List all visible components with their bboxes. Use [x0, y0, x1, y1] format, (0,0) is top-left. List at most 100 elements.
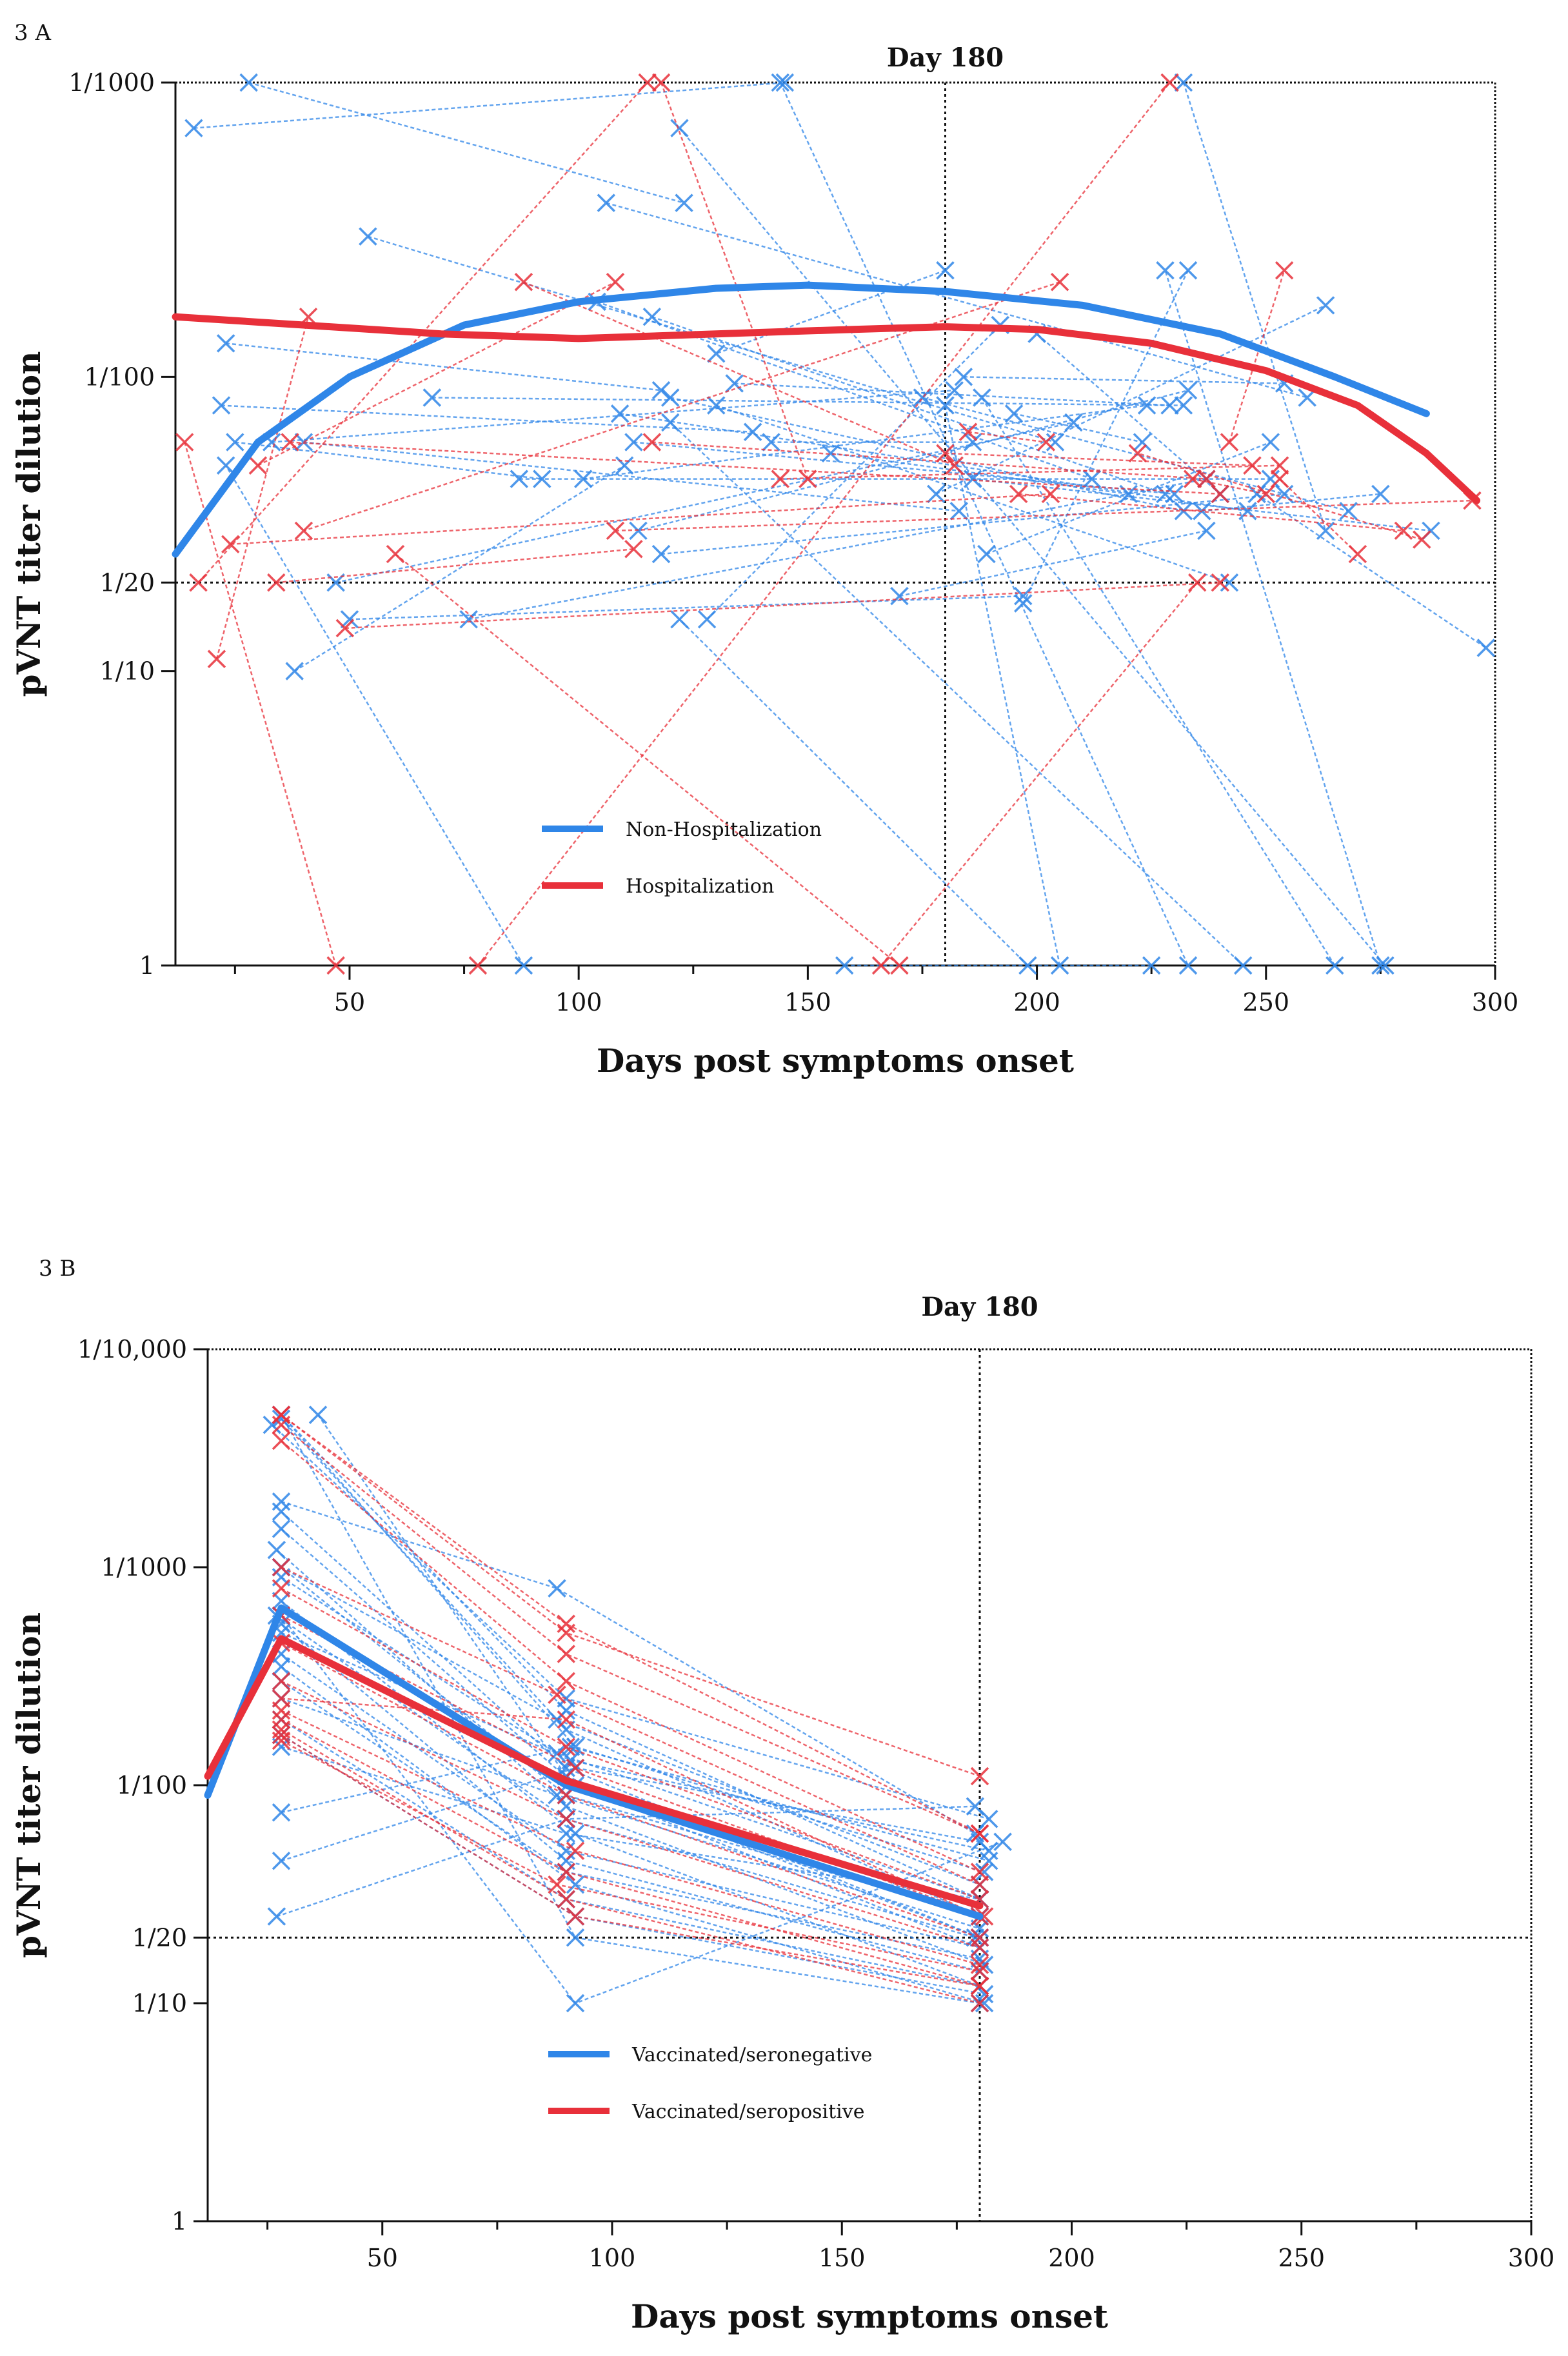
data-point-marker: [775, 73, 795, 92]
day-180-ref-label: Day 180: [921, 1292, 1038, 1322]
data-point-marker: [557, 1890, 575, 1908]
trend-line-red: [172, 313, 1481, 504]
y-tick-label: 1/20: [132, 1923, 187, 1952]
data-point-marker: [651, 544, 671, 564]
data-point-marker: [1325, 956, 1344, 975]
data-point-marker: [557, 1645, 575, 1663]
data-point-marker: [1261, 433, 1280, 451]
individual-trajectory-line: [230, 493, 1051, 546]
x-tick-label: 100: [589, 2244, 636, 2272]
data-point-marker: [272, 1558, 291, 1577]
data-point-marker: [1339, 502, 1358, 520]
data-point-marker: [1247, 484, 1266, 504]
y-tick-label: 1/1000: [101, 1553, 187, 1581]
individual-trajectory-line: [368, 235, 1056, 443]
data-point-marker: [1183, 470, 1202, 488]
data-point-marker: [1348, 544, 1367, 564]
data-point-marker: [272, 1803, 291, 1822]
x-tick-label: 300: [1508, 2244, 1555, 2272]
data-point-marker: [281, 433, 299, 451]
individual-trajectory-line: [638, 389, 1189, 532]
data-point-marker: [1261, 470, 1280, 488]
data-point-marker: [267, 573, 286, 592]
panel-a-chart: 3 A 50 100 150 200 250 300 1 1/10 1/20 1/100 1/1000…: [10, 20, 1518, 1080]
data-point-marker: [970, 1832, 989, 1851]
panel-label: 3 B: [39, 1256, 75, 1282]
data-point-marker: [1041, 484, 1060, 504]
data-point-marker: [949, 502, 969, 520]
data-point-marker: [548, 1744, 566, 1763]
data-point-marker: [936, 444, 955, 463]
legend-label: Vaccinated/seronegative: [631, 2044, 872, 2066]
individual-trajectory-line: [183, 442, 337, 966]
x-tick-label: 150: [819, 2244, 866, 2272]
data-point-marker: [970, 1767, 989, 1786]
data-point-marker: [574, 470, 593, 488]
y-tick-label: 1/20: [100, 568, 155, 597]
data-point-marker: [272, 1431, 291, 1450]
data-point-marker: [359, 227, 377, 246]
data-point-marker: [624, 433, 643, 451]
data-point-marker: [1220, 433, 1239, 451]
data-point-marker: [629, 521, 648, 540]
x-tick-label: 200: [1048, 2244, 1095, 2272]
data-point-marker: [606, 273, 625, 292]
data-point-marker: [1256, 484, 1276, 504]
data-point-marker: [651, 381, 671, 400]
data-point-marker: [207, 649, 226, 669]
trend-line-red: [204, 1635, 984, 1910]
data-point-marker: [771, 73, 789, 92]
data-point-marker: [308, 1405, 328, 1424]
data-point-marker: [557, 1824, 575, 1843]
individual-trajectory-line: [281, 1719, 980, 1987]
data-point-marker: [606, 521, 625, 540]
data-point-marker: [1371, 956, 1390, 975]
individual-trajectory-line: [1182, 82, 1327, 531]
data-point-marker: [272, 1405, 291, 1424]
data-point-marker: [566, 1759, 585, 1777]
data-point-marker: [771, 470, 789, 488]
individual-trajectory-line: [679, 619, 1029, 966]
data-point-marker: [1160, 396, 1179, 415]
individual-trajectory-line: [468, 478, 1207, 620]
individual-trajectory-line: [281, 1414, 980, 1835]
series-red-individual: [272, 1405, 994, 2013]
data-point-marker: [1050, 273, 1069, 292]
x-tick-label: 50: [367, 2244, 398, 2272]
data-point-marker: [958, 422, 978, 441]
data-point-marker: [566, 1907, 585, 1926]
y-tick-label: 1/10: [132, 1989, 187, 2017]
individual-trajectory-line: [281, 1440, 980, 1873]
individual-trajectory-line: [290, 441, 1220, 495]
data-point-marker: [566, 1841, 585, 1860]
data-point-marker: [272, 1725, 291, 1745]
individual-trajectory-line: [963, 376, 1285, 384]
data-point-marker: [615, 456, 634, 475]
data-point-marker: [963, 433, 982, 451]
individual-trajectory-line: [619, 413, 1248, 512]
individual-trajectory-line: [281, 1414, 980, 1777]
data-point-marker: [510, 470, 529, 488]
panel-b-chart: 3 B 50 100 150 200 250 300 1 1/10 1/20 1/100 1/1000…: [10, 1256, 1554, 2335]
individual-trajectory-line: [1137, 452, 1422, 540]
data-point-marker: [248, 456, 268, 475]
data-point-marker: [871, 956, 891, 975]
data-point-marker: [272, 1689, 291, 1708]
data-point-marker: [707, 396, 726, 415]
individual-trajectory-line: [597, 301, 1093, 480]
individual-trajectory-line: [679, 127, 1386, 966]
individual-trajectory-line: [779, 82, 1189, 966]
individual-trajectory-line: [1022, 270, 1189, 604]
x-axis-title: Days post symptoms onset: [597, 1042, 1074, 1080]
data-point-marker: [212, 396, 231, 415]
x-tick-label: 200: [1013, 988, 1060, 1016]
data-point-marker: [1243, 456, 1262, 475]
individual-trajectory-line: [633, 441, 1175, 495]
individual-trajectory-line: [1164, 270, 1382, 966]
individual-trajectory-line: [972, 478, 1431, 532]
data-point-marker: [557, 1810, 575, 1828]
data-point-marker: [557, 1841, 575, 1860]
data-point-marker: [326, 956, 345, 975]
data-point-marker: [1178, 381, 1198, 400]
data-point-marker: [557, 1710, 575, 1729]
